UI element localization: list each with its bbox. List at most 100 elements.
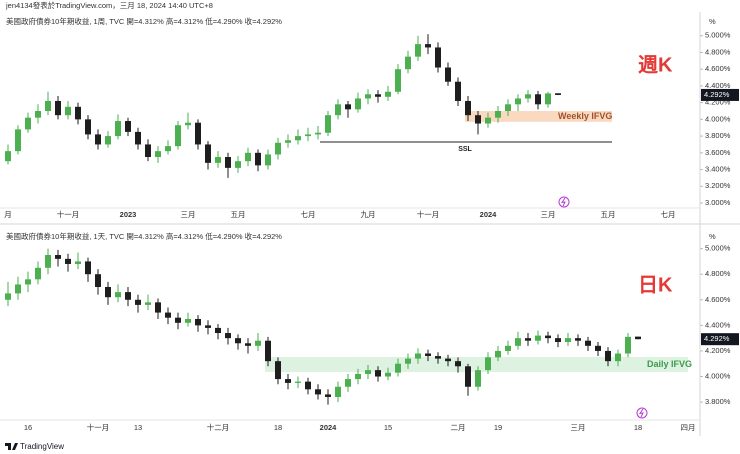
x-tick-label: 2024	[480, 210, 498, 219]
candle-body	[165, 146, 171, 152]
candle-body	[325, 115, 331, 133]
candle-body	[215, 327, 221, 334]
event-bolt[interactable]	[560, 197, 566, 207]
candle-body	[125, 121, 131, 132]
candle-body	[415, 44, 421, 57]
timeframe-annotation: 日K	[638, 274, 673, 296]
x-tick-label: 十一月	[87, 422, 110, 432]
event-circle[interactable]	[636, 407, 648, 419]
candle-body	[15, 129, 21, 152]
candle-body	[365, 370, 371, 374]
logo-mark	[5, 443, 18, 450]
event-bolt[interactable]	[638, 408, 644, 418]
x-tick-label: 十一月	[57, 209, 80, 219]
candle-body	[525, 338, 531, 341]
x-tick-label: 二月	[451, 423, 466, 432]
candle-body	[205, 325, 211, 328]
candle-body	[285, 379, 291, 383]
candle-body	[55, 255, 61, 259]
candle-body	[65, 106, 71, 116]
x-tick-label: 19	[494, 423, 502, 432]
candle-body	[345, 104, 351, 110]
candle-body	[475, 115, 481, 124]
candle-body	[435, 47, 441, 68]
candle-body	[515, 98, 521, 105]
candle-body	[395, 69, 401, 92]
candle-body	[175, 317, 181, 323]
x-tick-label: 三月	[181, 210, 196, 219]
candle-body	[55, 100, 61, 116]
candle-body	[45, 255, 51, 268]
candle-body	[175, 125, 181, 147]
candle-body	[195, 122, 201, 145]
candle-body	[135, 299, 141, 305]
x-tick-label: 十二月	[207, 422, 230, 432]
x-tick-label: 2024	[320, 423, 338, 432]
candle-body	[195, 318, 201, 326]
x-tick-label: 五月	[231, 210, 246, 219]
candle-body	[65, 258, 71, 264]
candle-body	[245, 343, 251, 346]
candle-body	[245, 152, 251, 162]
legend-text: 美國政府債券10年期收益, 1周, TVC 開=4.312% 高=4.312% …	[6, 16, 282, 26]
candle-body	[315, 389, 321, 395]
chart-panel: 美國政府債券10年期收益, 1天, TVC 開=4.312% 高=4.312% …	[5, 231, 739, 432]
x-tick-label: 2023	[120, 210, 137, 219]
y-tick-label: 4.200%	[705, 98, 731, 107]
candle-body	[335, 104, 341, 116]
y-tick-label: 4.600%	[705, 295, 731, 304]
candle-body	[125, 292, 131, 300]
y-tick-label: 5.000%	[705, 244, 731, 253]
candle-body	[165, 312, 171, 318]
candle-body	[235, 161, 241, 168]
y-tick-label: 4.000%	[705, 372, 731, 381]
candle-body	[555, 338, 561, 342]
candle-body	[5, 151, 11, 162]
candle-body	[25, 117, 31, 130]
candle-body	[15, 284, 21, 294]
candle-body	[355, 98, 361, 110]
candle-body	[345, 379, 351, 387]
candle-body	[285, 140, 291, 143]
event-circle[interactable]	[558, 196, 570, 208]
candle-body	[75, 261, 81, 264]
ifvg-zone	[465, 111, 612, 122]
candle-body	[445, 67, 451, 82]
candle-body	[95, 274, 101, 287]
x-tick-label: 三月	[541, 210, 556, 219]
candle-body	[415, 353, 421, 359]
candle-body	[5, 293, 11, 300]
candle-body	[605, 350, 611, 362]
candle-body	[505, 345, 511, 351]
candle-body	[255, 152, 261, 166]
y-tick-label: 4.800%	[705, 269, 731, 278]
y-tick-label: 4.600%	[705, 64, 731, 73]
candle-body	[515, 338, 521, 346]
y-tick-label: 4.800%	[705, 47, 731, 56]
candle-body	[145, 144, 151, 157]
event-icon[interactable]	[636, 407, 648, 419]
candle-body	[505, 104, 511, 111]
event-icon[interactable]	[558, 196, 570, 208]
candle-body	[215, 156, 221, 163]
x-tick-label: 九月	[361, 210, 376, 219]
candle-body	[385, 372, 391, 377]
candle-body	[465, 366, 471, 387]
candle-body	[115, 292, 121, 298]
candle-body	[265, 154, 271, 166]
y-tick-label: 3.200%	[705, 181, 731, 190]
y-tick-label: 4.400%	[705, 320, 731, 329]
x-tick-label: 四月	[681, 423, 696, 432]
x-tick-label: 三月	[571, 423, 586, 432]
candle-body	[145, 302, 151, 305]
candle-body	[45, 100, 51, 111]
candle-body	[525, 94, 531, 99]
candle-body	[395, 363, 401, 373]
candle-body	[635, 336, 641, 340]
candle-body	[545, 335, 551, 339]
axis-unit: %	[709, 17, 716, 26]
candle-body	[485, 117, 491, 124]
header: jen4134發表於TradingView.com，三月 18, 2024 14…	[5, 0, 213, 10]
y-tick-label: 4.400%	[705, 81, 731, 90]
